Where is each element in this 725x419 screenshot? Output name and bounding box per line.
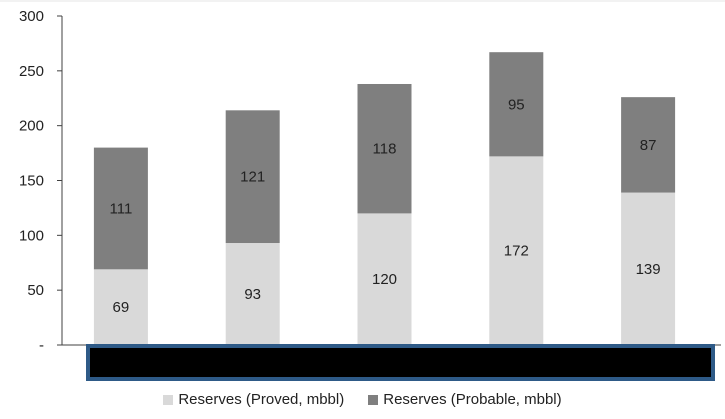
bar-probable [357, 83, 412, 214]
bar-probable [489, 52, 544, 157]
bar-proved [621, 192, 676, 345]
legend-item-proved: Reserves (Proved, mbbl) [163, 391, 344, 408]
legend-item-probable: Reserves (Probable, mbbl) [368, 391, 562, 408]
legend-swatch-proved [163, 394, 174, 405]
data-label-proved: 120 [372, 271, 397, 288]
data-label-proved: 93 [244, 286, 261, 303]
bar-proved [357, 213, 412, 345]
data-label-proved: 172 [504, 243, 529, 260]
bar-proved [225, 243, 280, 345]
y-tick-label: - [39, 337, 44, 354]
data-label-probable: 111 [109, 200, 132, 217]
bar-proved [489, 156, 544, 345]
bar-probable [93, 147, 148, 270]
y-tick-label: 150 [19, 173, 44, 190]
data-label-probable: 95 [508, 96, 525, 113]
y-tick-label: 250 [19, 63, 44, 80]
y-tick-label: 200 [19, 118, 44, 135]
bar-probable [225, 110, 280, 244]
data-label-probable: 118 [373, 141, 397, 158]
data-label-proved: 69 [113, 299, 130, 316]
legend: Reserves (Proved, mbbl) Reserves (Probab… [0, 391, 725, 408]
data-label-probable: 121 [240, 169, 265, 186]
legend-label-proved: Reserves (Proved, mbbl) [178, 391, 345, 408]
legend-label-probable: Reserves (Probable, mbbl) [383, 391, 562, 408]
category-label-box [86, 344, 715, 381]
data-label-probable: 87 [640, 137, 657, 154]
bar-proved [93, 269, 148, 345]
data-label-proved: 139 [636, 261, 661, 278]
y-tick-label: 100 [19, 227, 44, 244]
y-tick-label: 300 [19, 8, 44, 25]
legend-swatch-probable [368, 394, 379, 405]
bar-probable [621, 97, 676, 193]
y-tick-label: 50 [27, 282, 44, 299]
